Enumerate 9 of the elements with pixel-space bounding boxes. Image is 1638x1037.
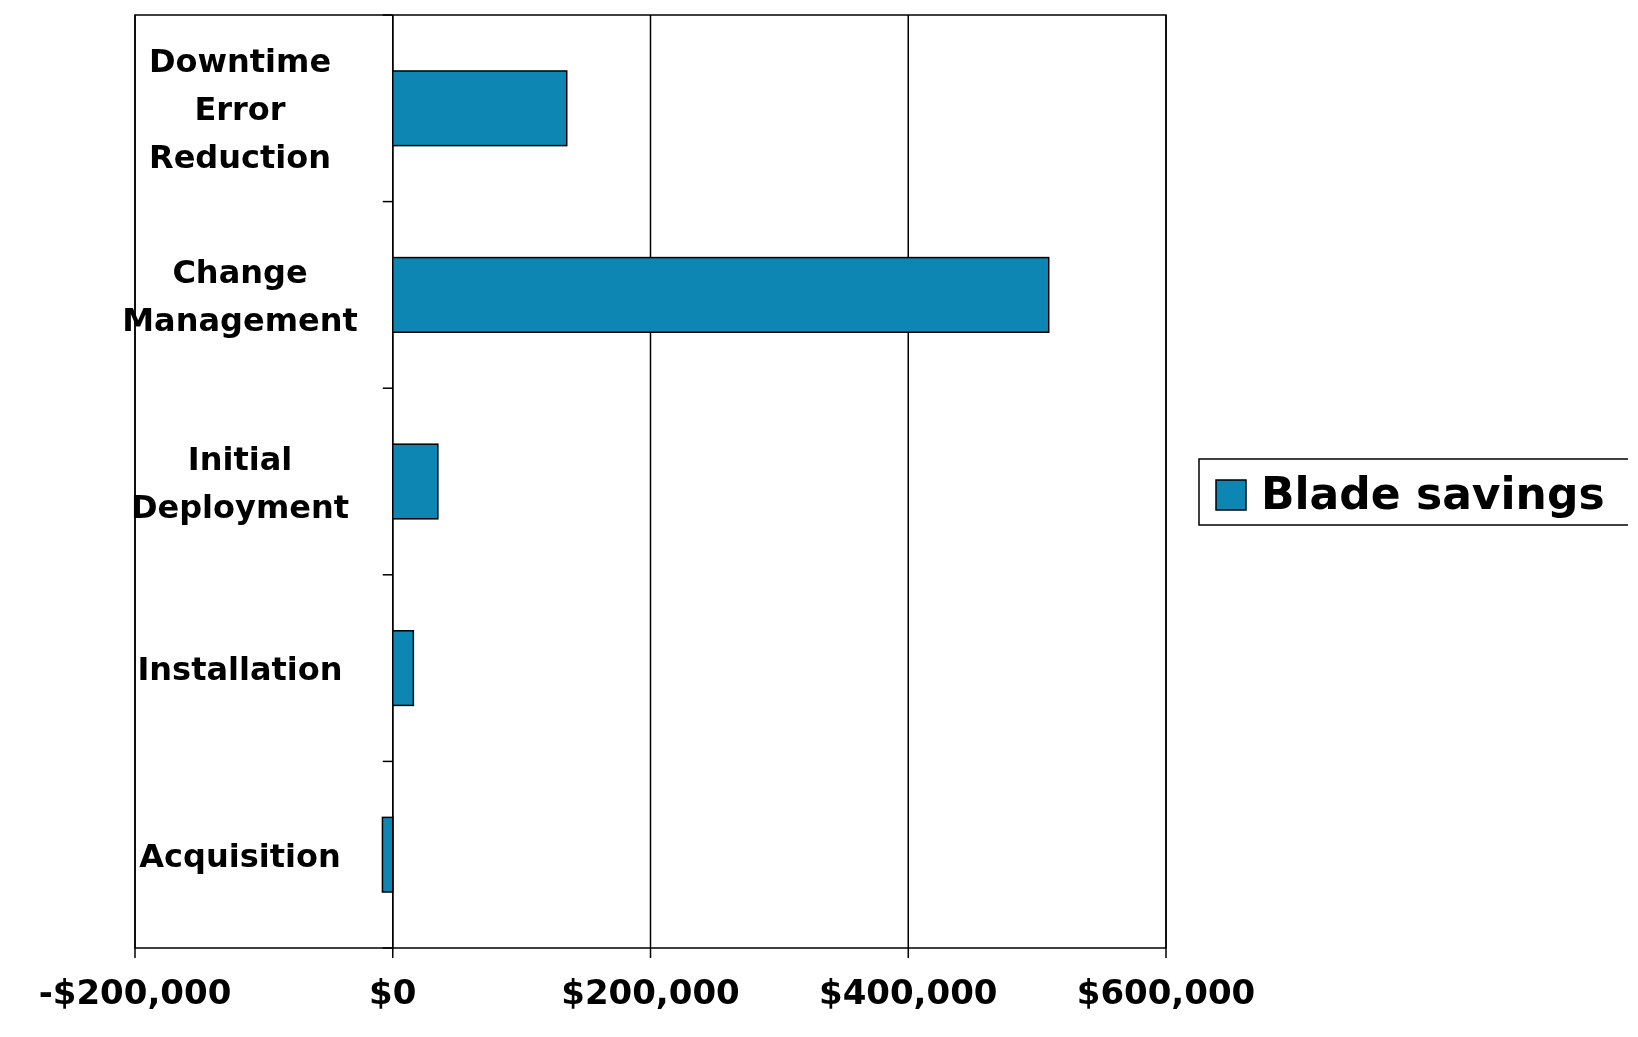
legend-label: Blade savings <box>1261 468 1605 519</box>
y-tick-label: Acquisition <box>139 836 341 875</box>
x-tick-label: -$200,000 <box>38 972 232 1012</box>
y-tick-label: Downtime Error Reduction <box>148 42 332 177</box>
x-tick-label: $0 <box>369 972 417 1012</box>
y-tick-label: Installation <box>137 650 343 689</box>
x-tick-label: $600,000 <box>1076 972 1256 1012</box>
x-tick-label: $400,000 <box>818 972 998 1012</box>
x-tick-label: $200,000 <box>561 972 740 1012</box>
